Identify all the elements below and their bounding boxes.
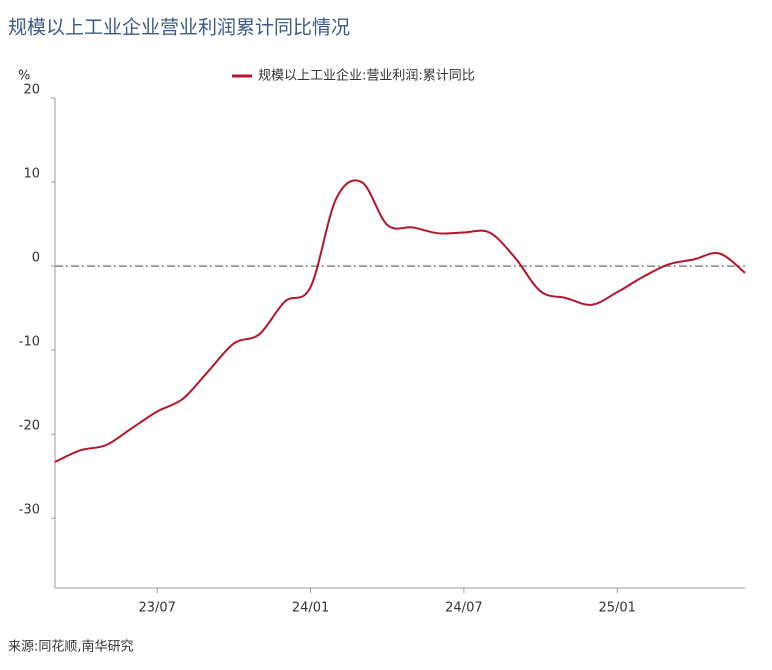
source: 来源:同花顺,南华研究 xyxy=(8,639,134,655)
y-tick-label: -30 xyxy=(19,503,40,518)
x-tick-label: 25/01 xyxy=(598,601,635,616)
x-tick-label: 23/07 xyxy=(138,601,175,616)
chart-title: 规模以上工业企业营业利润累计同比情况 xyxy=(8,17,350,39)
x-tick-label: 24/01 xyxy=(292,601,329,616)
line xyxy=(54,179,746,463)
y-tick-label: -20 xyxy=(19,419,40,434)
x-tick-label: 24/07 xyxy=(445,601,482,616)
y-tick-label: 20 xyxy=(23,83,40,98)
y-tick-label: 0 xyxy=(32,251,40,266)
y-tick-label: -10 xyxy=(19,335,40,350)
y-unit: % xyxy=(18,69,30,84)
legend-label: 规模以上工业企业:营业利润:累计同比 xyxy=(258,68,475,84)
y-tick-label: 10 xyxy=(23,167,40,182)
